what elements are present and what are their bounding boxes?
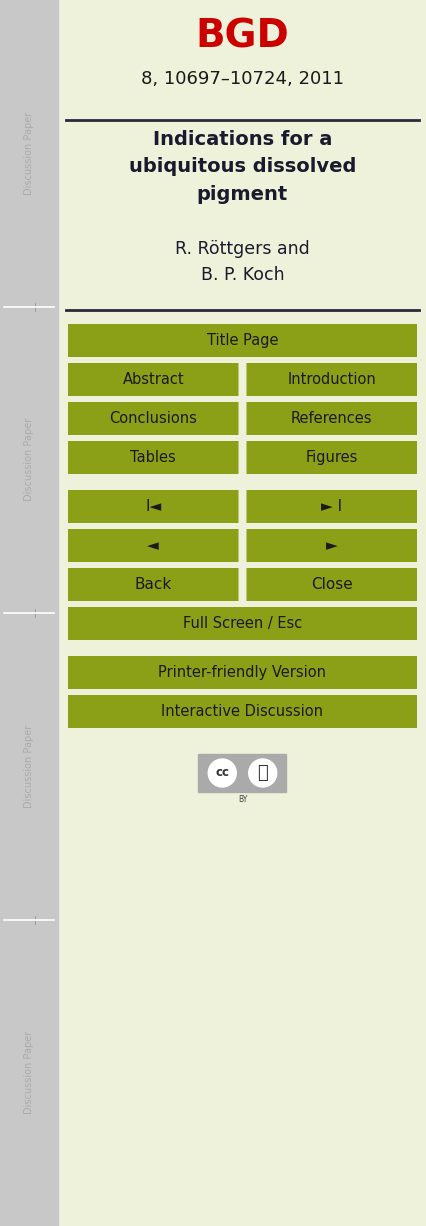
Text: Figures: Figures <box>305 450 357 465</box>
Text: R. Röttgers and
B. P. Koch: R. Röttgers and B. P. Koch <box>175 240 309 284</box>
Circle shape <box>248 759 276 787</box>
Text: ►: ► <box>325 538 337 553</box>
Text: Discussion Paper: Discussion Paper <box>24 112 34 195</box>
FancyBboxPatch shape <box>68 363 238 396</box>
Circle shape <box>208 759 236 787</box>
FancyBboxPatch shape <box>68 656 416 689</box>
Text: Discussion Paper: Discussion Paper <box>24 1031 34 1114</box>
FancyBboxPatch shape <box>246 568 416 601</box>
FancyBboxPatch shape <box>246 402 416 435</box>
Text: ◄: ◄ <box>147 538 159 553</box>
FancyBboxPatch shape <box>68 607 416 640</box>
Text: Introduction: Introduction <box>287 371 375 387</box>
FancyBboxPatch shape <box>68 324 416 357</box>
Text: Full Screen / Esc: Full Screen / Esc <box>182 615 302 631</box>
Text: Discussion Paper: Discussion Paper <box>24 725 34 808</box>
Text: Interactive Discussion: Interactive Discussion <box>161 704 323 718</box>
FancyBboxPatch shape <box>246 441 416 474</box>
Text: References: References <box>290 411 371 425</box>
Text: ► I: ► I <box>320 499 342 514</box>
FancyBboxPatch shape <box>246 490 416 524</box>
Text: Title Page: Title Page <box>206 333 278 348</box>
FancyBboxPatch shape <box>68 490 238 524</box>
FancyBboxPatch shape <box>246 363 416 396</box>
FancyBboxPatch shape <box>68 528 238 562</box>
Text: Discussion Paper: Discussion Paper <box>24 418 34 501</box>
Text: Tables: Tables <box>130 450 176 465</box>
Text: Back: Back <box>134 577 172 592</box>
Text: ⓘ: ⓘ <box>257 764 268 782</box>
FancyBboxPatch shape <box>246 528 416 562</box>
Text: Indications for a
ubiquitous dissolved
pigment: Indications for a ubiquitous dissolved p… <box>129 130 355 204</box>
Bar <box>0 0 58 1226</box>
Text: BGD: BGD <box>195 18 289 56</box>
Text: BY: BY <box>237 794 247 804</box>
Text: Printer-friendly Version: Printer-friendly Version <box>158 664 326 680</box>
Text: Close: Close <box>310 577 352 592</box>
Text: Abstract: Abstract <box>122 371 184 387</box>
Text: 8, 10697–10724, 2011: 8, 10697–10724, 2011 <box>141 70 343 88</box>
FancyBboxPatch shape <box>68 568 238 601</box>
FancyBboxPatch shape <box>68 695 416 728</box>
Bar <box>198 754 286 792</box>
FancyBboxPatch shape <box>68 441 238 474</box>
Text: cc: cc <box>215 766 229 780</box>
Text: I◄: I◄ <box>145 499 161 514</box>
FancyBboxPatch shape <box>68 402 238 435</box>
Text: Conclusions: Conclusions <box>109 411 197 425</box>
